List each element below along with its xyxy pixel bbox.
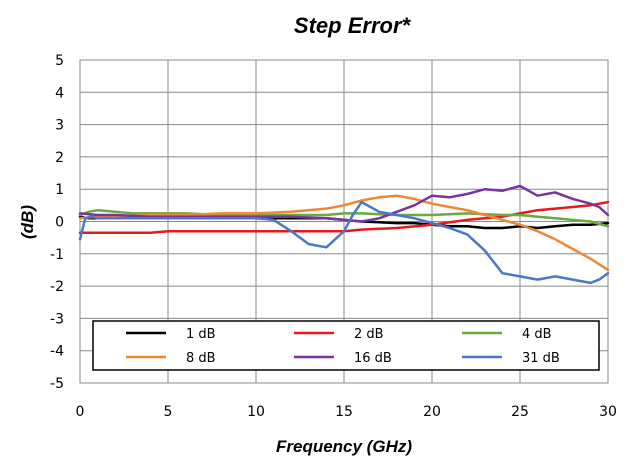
legend-label: 2 dB xyxy=(354,327,384,342)
x-tick-label: 10 xyxy=(247,404,265,420)
y-tick-label: 3 xyxy=(55,118,64,134)
legend-box xyxy=(92,320,600,371)
series-line-8-db xyxy=(78,194,610,272)
x-tick-label: 20 xyxy=(423,404,441,420)
series-line-4-db xyxy=(78,208,610,228)
y-tick-label: 2 xyxy=(55,150,64,166)
y-tick-label: -4 xyxy=(50,344,64,360)
series-lines xyxy=(78,184,610,285)
chart-title: Step Error* xyxy=(294,13,412,38)
x-tick-label: 5 xyxy=(164,404,173,420)
y-tick-label: 4 xyxy=(55,85,64,101)
legend-label: 4 dB xyxy=(522,327,552,342)
legend-items: 1 dB 2 dB 4 dB 8 dB 16 dB 31 dB xyxy=(126,327,560,366)
y-tick-labels: 5 4 3 2 1 0 -1 -2 -3 -4 -5 xyxy=(50,53,64,392)
y-tick-label: -1 xyxy=(50,247,64,263)
y-tick-label: 5 xyxy=(55,53,64,69)
legend-label: 31 dB xyxy=(522,351,560,366)
y-tick-label: -5 xyxy=(50,376,64,392)
y-axis-title: (dB) xyxy=(18,205,37,239)
series-line-31-db xyxy=(78,200,610,285)
x-tick-label: 25 xyxy=(511,404,529,420)
series-line-2-db xyxy=(78,200,610,235)
x-tick-label: 0 xyxy=(76,404,85,420)
legend-label: 8 dB xyxy=(186,351,216,366)
y-tick-label: -2 xyxy=(50,279,64,295)
legend: 1 dB 2 dB 4 dB 8 dB 16 dB 31 dB xyxy=(92,320,600,371)
legend-label: 1 dB xyxy=(186,327,216,342)
y-tick-label: 0 xyxy=(55,215,64,231)
legend-label: 16 dB xyxy=(354,351,392,366)
x-tick-label: 30 xyxy=(599,404,617,420)
y-tick-label: 1 xyxy=(55,182,64,198)
x-axis-title: Frequency (GHz) xyxy=(276,437,412,456)
x-tick-label: 15 xyxy=(335,404,353,420)
x-tick-labels: 0 5 10 15 20 25 30 xyxy=(76,404,617,420)
series-line-16-db xyxy=(78,184,610,223)
y-tick-label: -3 xyxy=(50,311,64,327)
